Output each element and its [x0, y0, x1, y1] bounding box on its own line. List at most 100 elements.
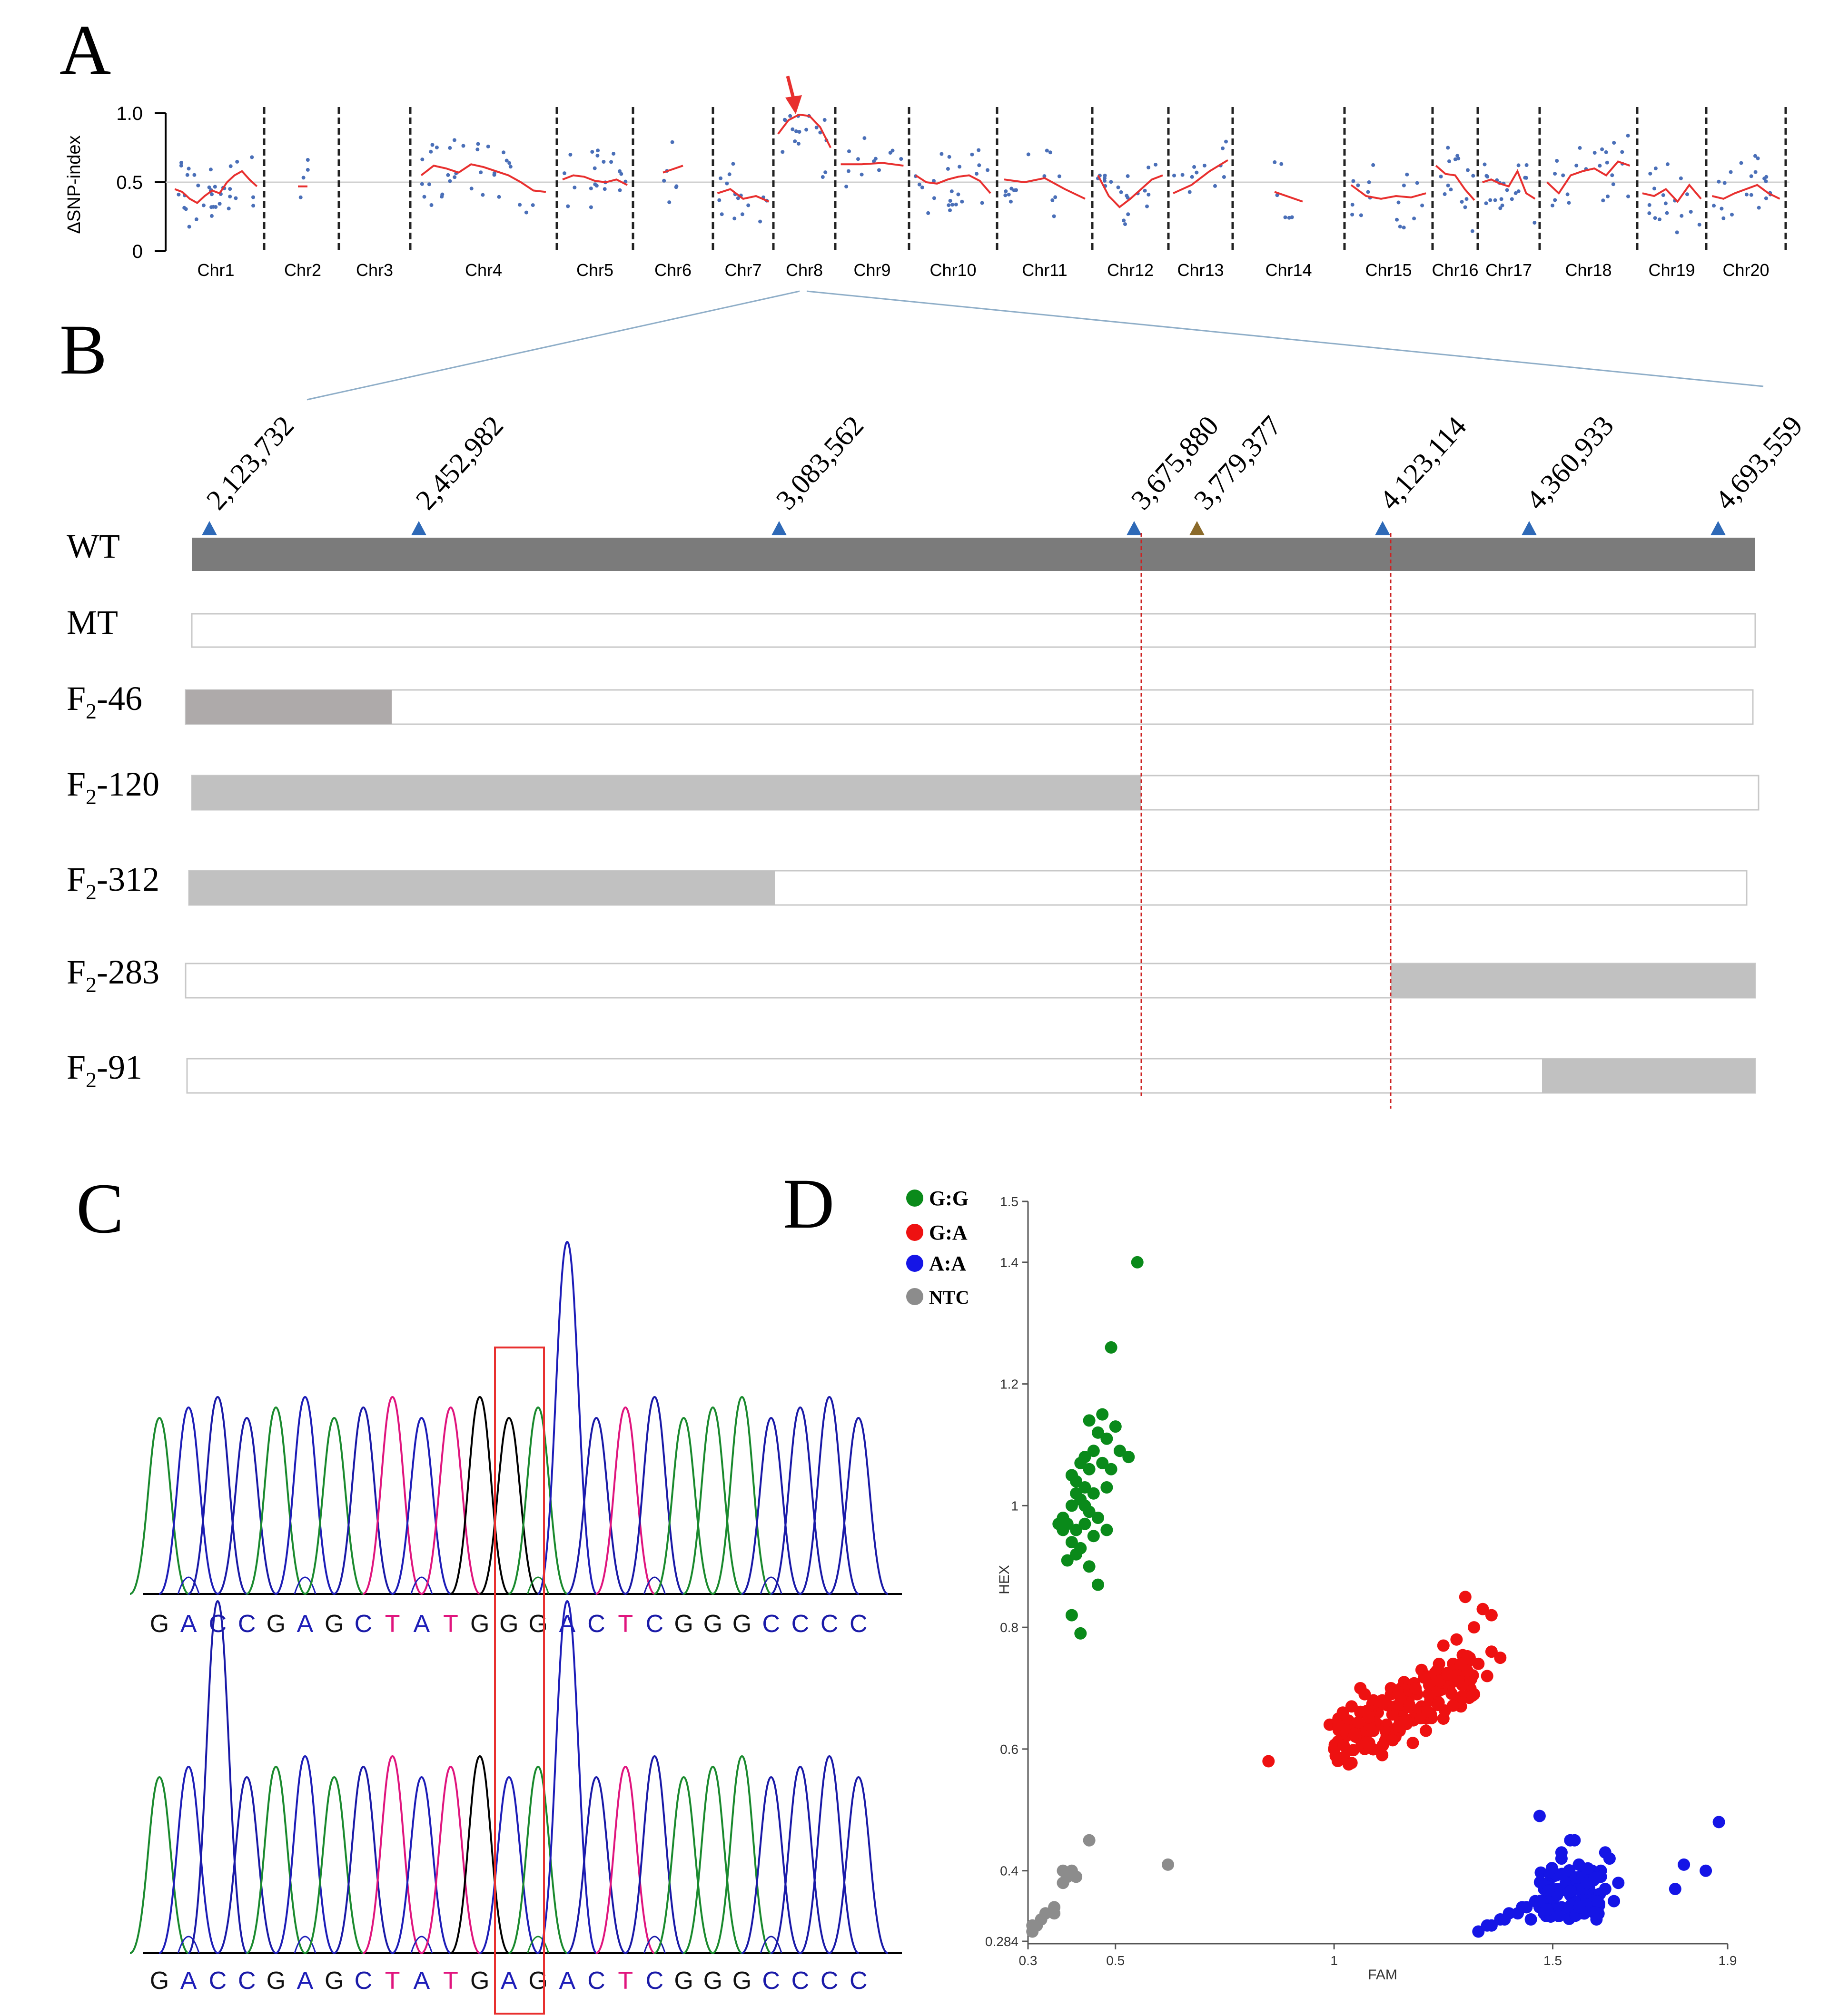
snp-point: [847, 149, 851, 153]
base-letter: C: [587, 1610, 605, 1638]
kasp-point-g-g: [1078, 1481, 1091, 1494]
snp-point: [593, 166, 597, 170]
kasp-point-g-g: [1070, 1487, 1083, 1500]
base-letter: C: [821, 1610, 839, 1638]
snp-point: [977, 163, 981, 167]
snp-point: [1510, 197, 1514, 201]
snp-point: [1513, 191, 1518, 195]
y-tick-label: 1.2: [1000, 1377, 1018, 1392]
base-letter: T: [443, 1967, 458, 1995]
snp-point: [821, 175, 825, 179]
chromatogram-peak: [624, 1396, 685, 1595]
snp-point: [518, 203, 522, 207]
kasp-point-g-a: [1420, 1724, 1433, 1737]
base-letter: G: [470, 1967, 489, 1995]
snp-point: [1739, 161, 1743, 165]
snp-point: [1447, 159, 1451, 163]
chromosome-label: Chr2: [284, 260, 321, 280]
chromosome-label: Chr1: [197, 260, 234, 280]
genotype-label: F2-46: [67, 679, 142, 723]
genotype-row: WT: [67, 527, 1755, 571]
snp-point: [1126, 174, 1130, 178]
base-letter: G: [703, 1967, 722, 1995]
snp-point: [877, 168, 881, 172]
kasp-point-a-a: [1712, 1816, 1725, 1829]
snp-point: [563, 171, 566, 176]
kasp-point-g-a: [1441, 1668, 1453, 1681]
marker-triangle: [1189, 521, 1205, 535]
kasp-point-g-g: [1100, 1432, 1113, 1445]
snp-point: [1551, 203, 1554, 207]
snp-point: [573, 186, 577, 190]
snp-point: [1187, 190, 1192, 194]
snp-point: [1366, 190, 1370, 194]
snp-point: [1620, 150, 1624, 154]
snp-point: [1048, 150, 1052, 155]
chromosome-label: Chr14: [1265, 260, 1312, 280]
kasp-point-g-a: [1476, 1603, 1489, 1615]
snp-point: [1004, 189, 1008, 193]
chromatogram-peak: [217, 1776, 277, 1954]
base-letter: G: [267, 1610, 286, 1638]
snp-point: [948, 199, 952, 203]
panel-label-b: B: [59, 310, 107, 389]
chromatogram-peak: [129, 1416, 189, 1595]
snp-point: [1053, 195, 1058, 199]
chromatogram-peak: [799, 1396, 860, 1595]
snp-point: [1729, 170, 1733, 174]
trend-lines: [174, 113, 1780, 208]
genotype-row: F2-312: [67, 860, 1748, 906]
kasp-point-g-a: [1418, 1671, 1431, 1684]
snp-point: [1446, 146, 1450, 150]
snp-point: [932, 179, 936, 183]
base-letter: A: [559, 1967, 575, 1995]
marker-triangle: [1710, 521, 1726, 535]
genotype-frame: [186, 1058, 1756, 1094]
snp-point: [1601, 198, 1605, 203]
snp-point: [609, 160, 613, 164]
base-letter: G: [703, 1610, 722, 1638]
kasp-point-g-g: [1083, 1463, 1096, 1475]
kasp-point-g-a: [1337, 1739, 1350, 1752]
chromosome-label: Chr19: [1648, 260, 1695, 280]
trend-line-chr18: [1546, 160, 1631, 195]
snp-point: [720, 212, 724, 216]
snp-point: [461, 144, 465, 148]
kasp-point-a-a: [1591, 1895, 1604, 1908]
kasp-point-g-g: [1105, 1463, 1117, 1475]
kasp-point-g-a: [1386, 1708, 1399, 1721]
genotype-segment: [186, 690, 392, 724]
snp-point: [420, 157, 425, 162]
snp-point: [796, 142, 801, 146]
kasp-point-ntc: [1048, 1901, 1061, 1914]
snp-point: [1665, 211, 1669, 215]
snp-point: [448, 179, 452, 183]
kasp-point-g-g: [1052, 1517, 1065, 1530]
snp-point: [452, 138, 456, 142]
base-letter: A: [413, 1967, 430, 1995]
snp-point: [235, 159, 239, 164]
snp-point: [1611, 182, 1615, 187]
kasp-point-a-a: [1498, 1913, 1511, 1926]
chromosome-labels: Chr1 Chr2 Chr3 Chr4 Chr5 Chr6 Chr7 Chr8 Chr9 Chr1…: [197, 260, 1769, 280]
snp-point: [1574, 163, 1579, 167]
marker-label: 2,123,732: [200, 410, 300, 516]
snp-point: [1483, 162, 1487, 167]
kasp-point-ntc: [1026, 1919, 1039, 1932]
snp-point: [1658, 217, 1661, 222]
kasp-point-g-a: [1362, 1711, 1375, 1724]
marker-triangle: [202, 521, 217, 535]
snp-point: [1661, 193, 1665, 197]
snp-point: [667, 200, 672, 205]
chromosome-label: Chr11: [1022, 260, 1067, 280]
y-tick-label: 0.6: [1000, 1742, 1018, 1757]
snp-point: [497, 195, 501, 199]
chromatogram-peak: [177, 1576, 200, 1594]
base-letter: C: [791, 1967, 810, 1995]
genotype-frame: [191, 613, 1756, 648]
chromatogram-peak: [129, 1776, 189, 1954]
snp-point: [1180, 173, 1185, 177]
chromatogram-peak: [421, 1406, 481, 1595]
snp-point: [227, 207, 231, 211]
